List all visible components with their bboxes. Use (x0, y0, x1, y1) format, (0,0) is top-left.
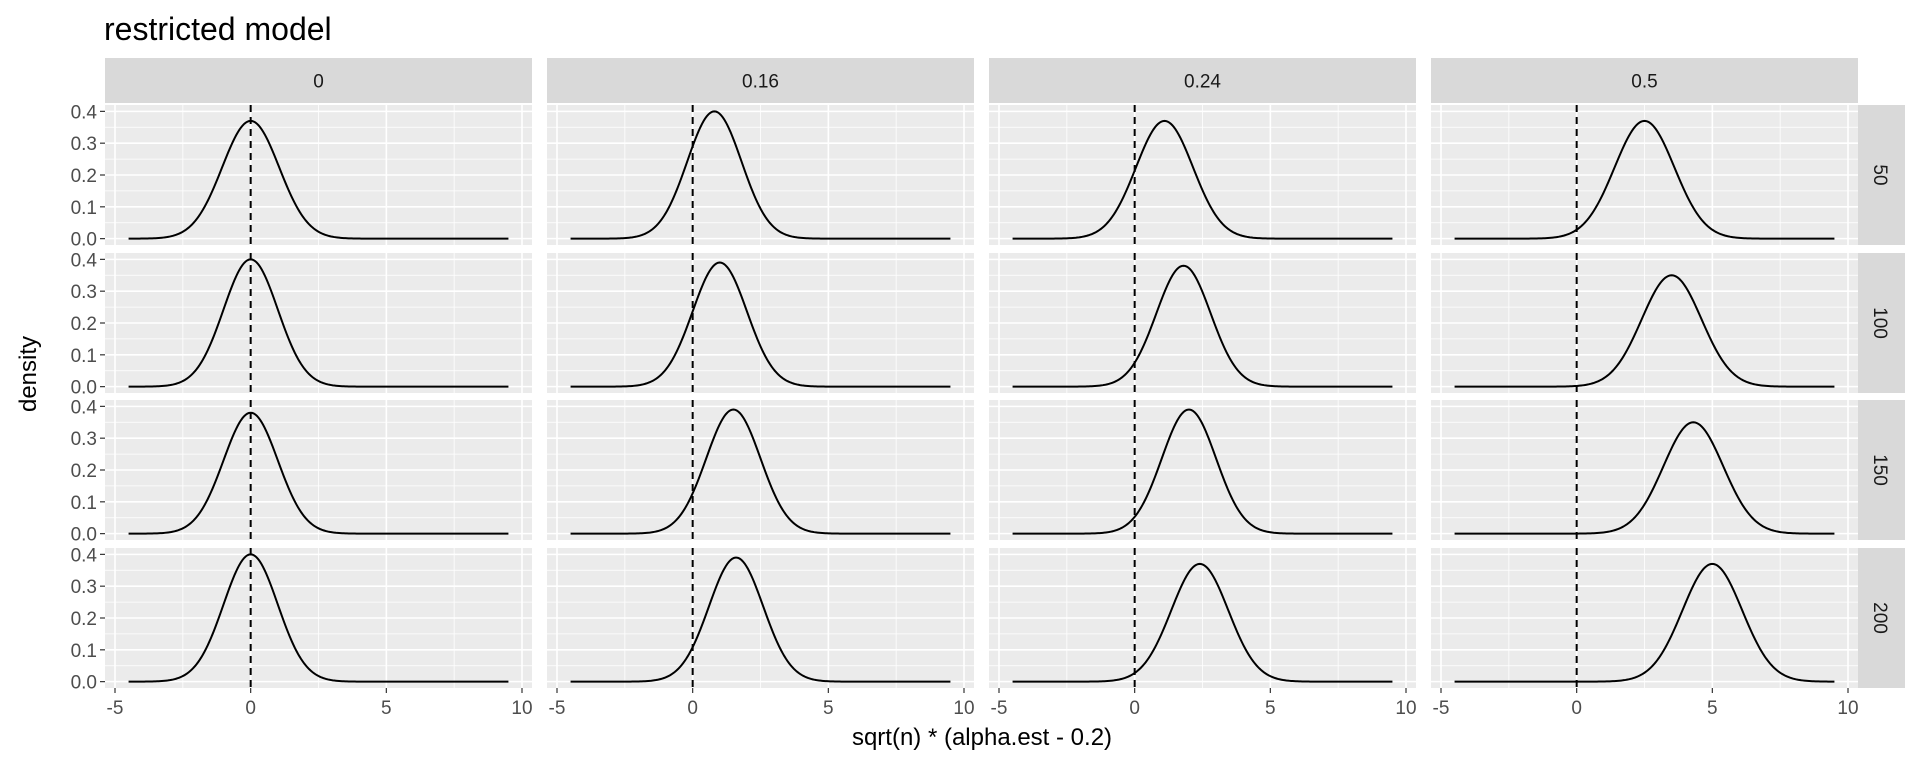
y-tick-label: 0.4 (71, 397, 98, 418)
x-tick-label: 0 (245, 698, 256, 719)
row-strip-label: 100 (1869, 307, 1890, 339)
y-tick-label: 0.2 (71, 166, 97, 187)
row-strip-label: 150 (1869, 454, 1890, 486)
y-tick-label: 0.0 (71, 525, 97, 546)
x-axis-title: sqrt(n) * (alpha.est - 0.2) (852, 724, 1112, 751)
y-tick-label: 0.2 (71, 314, 97, 335)
x-tick-label: -5 (549, 698, 566, 719)
facet-panel (105, 253, 532, 393)
x-tick-label: 10 (1837, 698, 1858, 719)
facet-panel (989, 253, 1416, 393)
column-strip (989, 58, 1416, 103)
x-tick-label: 10 (511, 698, 532, 719)
density-curve (128, 258, 509, 388)
x-tick-label: 10 (953, 698, 974, 719)
density-curve (128, 553, 509, 683)
y-tick-label: 0.3 (71, 577, 97, 598)
y-tick-label: 0.4 (71, 545, 98, 566)
y-tick-label: 0.2 (71, 609, 97, 630)
density-curve (570, 408, 951, 535)
row-strip (1857, 105, 1905, 245)
column-strip-label: 0 (313, 72, 324, 93)
row-strip-label: 50 (1869, 164, 1890, 185)
facet-panel (547, 400, 974, 540)
y-tick-label: 0.1 (71, 198, 97, 219)
row-strip-label: 200 (1869, 602, 1890, 634)
y-tick-label: 0.2 (71, 461, 97, 482)
density-curve (1454, 274, 1835, 388)
density-curve (1454, 562, 1835, 683)
x-tick-label: -5 (991, 698, 1008, 719)
y-tick-label: 0.3 (71, 282, 97, 303)
chart-title: restricted model (104, 11, 332, 47)
x-tick-label: -5 (1433, 698, 1450, 719)
facet-panel (105, 548, 532, 688)
facet-panel (1431, 253, 1858, 393)
x-tick-label: 0 (1571, 698, 1582, 719)
x-tick-label: 5 (1265, 698, 1276, 719)
facet-strips: 0 0.16 0.24 0.5 50 100 150 200 (105, 58, 1905, 688)
y-tick-label: 0.0 (71, 673, 97, 694)
y-tick-label: 0.0 (71, 378, 97, 399)
y-tick-label: 0.4 (71, 102, 98, 123)
column-strip-label: 0.5 (1631, 72, 1657, 93)
density-curve (570, 261, 951, 388)
row-strip (1857, 400, 1905, 540)
facet-panel (547, 548, 974, 688)
density-curve (1012, 264, 1393, 388)
column-strip (547, 58, 974, 103)
facet-panel (1431, 105, 1858, 245)
column-strip (105, 58, 532, 103)
density-curve (1012, 562, 1393, 683)
axes: 0.00.10.20.30.40.00.10.20.30.40.00.10.20… (71, 102, 1859, 719)
facet-panel (1431, 548, 1858, 688)
x-tick-label: 0 (1129, 698, 1140, 719)
x-tick-label: 5 (1707, 698, 1718, 719)
density-curve (128, 119, 509, 240)
density-curve (570, 556, 951, 683)
row-strip (1857, 548, 1905, 688)
x-tick-label: 0 (687, 698, 698, 719)
column-strip (1431, 58, 1858, 103)
x-tick-label: 5 (823, 698, 834, 719)
column-strip-label: 0.16 (742, 72, 779, 93)
facet-panel (989, 400, 1416, 540)
facet-panel (1431, 400, 1858, 540)
density-curve (570, 110, 951, 240)
y-tick-label: 0.1 (71, 493, 97, 514)
y-tick-label: 0.1 (71, 346, 97, 367)
facet-panel (105, 105, 532, 245)
y-tick-label: 0.4 (71, 250, 98, 271)
column-strip-label: 0.24 (1184, 72, 1221, 93)
density-curve (1012, 119, 1393, 240)
density-curve (128, 411, 509, 535)
x-tick-label: 5 (381, 698, 392, 719)
facet-panels (105, 105, 1858, 688)
row-strip (1857, 253, 1905, 393)
y-tick-label: 0.3 (71, 429, 97, 450)
density-curve (1454, 421, 1835, 535)
x-tick-label: 10 (1395, 698, 1416, 719)
y-tick-label: 0.3 (71, 134, 97, 155)
density-curve (1454, 119, 1835, 240)
y-axis-title: density (15, 336, 42, 412)
facet-panel (547, 253, 974, 393)
x-tick-label: -5 (107, 698, 124, 719)
facet-panel (105, 400, 532, 540)
y-tick-label: 0.1 (71, 641, 97, 662)
facet-panel (989, 105, 1416, 245)
y-tick-label: 0.0 (71, 230, 97, 251)
density-curve (1012, 408, 1393, 535)
facet-panel (989, 548, 1416, 688)
facet-panel (547, 105, 974, 245)
